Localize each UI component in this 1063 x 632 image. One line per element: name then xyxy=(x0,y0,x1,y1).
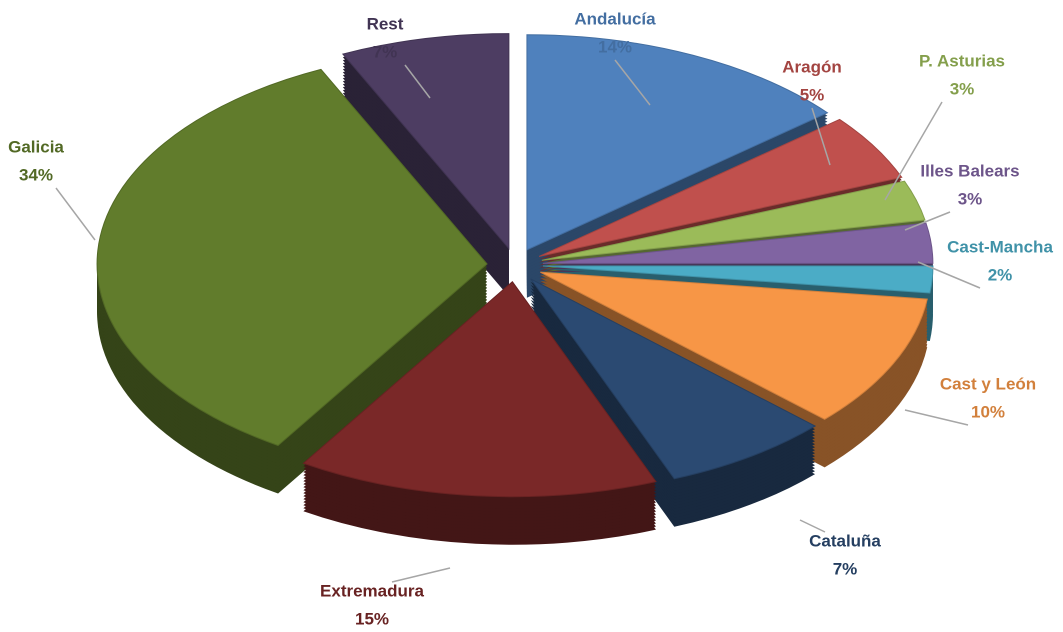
slice xyxy=(542,222,934,264)
value-label: 15% xyxy=(355,609,389,627)
slice xyxy=(540,271,928,420)
category-label: Extremadura xyxy=(320,581,424,600)
category-label: Galicia xyxy=(8,137,64,156)
value-label: 2% xyxy=(988,265,1013,284)
leader-line xyxy=(614,59,651,106)
value-label: 14% xyxy=(598,37,632,56)
value-label: 7% xyxy=(833,559,858,578)
slice xyxy=(530,278,817,480)
value-label: 34% xyxy=(19,165,53,184)
category-label: Illes Balears xyxy=(920,161,1019,180)
leader-line xyxy=(904,409,969,426)
slice xyxy=(538,118,903,257)
value-label: 3% xyxy=(950,79,975,98)
category-label: Cast y León xyxy=(940,374,1036,393)
leader-line xyxy=(811,107,831,166)
category-label: Andalucía xyxy=(574,9,656,28)
value-label: 5% xyxy=(800,85,825,104)
value-label: 3% xyxy=(958,189,983,208)
slice xyxy=(542,265,934,294)
category-label: Rest xyxy=(367,14,404,33)
slice xyxy=(541,180,926,261)
slice xyxy=(526,34,829,251)
leader-line xyxy=(55,187,96,241)
category-label: Cataluña xyxy=(809,531,881,550)
leader-line xyxy=(884,101,943,201)
slice xyxy=(341,33,510,250)
slice xyxy=(96,68,488,447)
value-label: 7% xyxy=(373,42,398,61)
category-label: P. Asturias xyxy=(919,51,1005,70)
leader-line xyxy=(404,64,431,99)
leader-line xyxy=(391,567,451,583)
slice xyxy=(302,280,657,498)
value-label: 10% xyxy=(971,402,1005,421)
leader-line xyxy=(917,261,981,289)
leader-line xyxy=(799,519,826,533)
category-label: Aragón xyxy=(782,57,842,76)
leader-line xyxy=(904,211,951,231)
category-label: Cast-Mancha xyxy=(947,237,1053,256)
